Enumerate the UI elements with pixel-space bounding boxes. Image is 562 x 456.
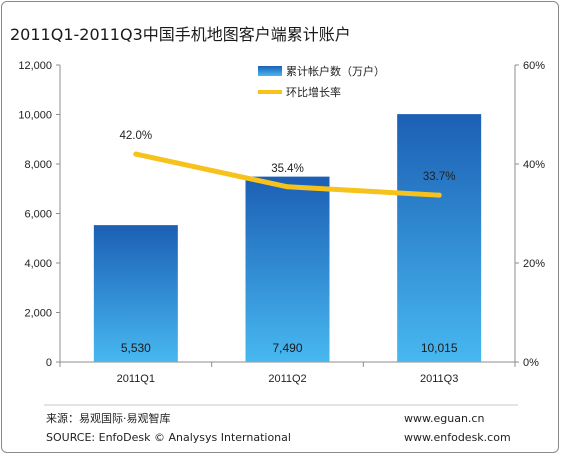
footer-source-cn: 来源：易观国际·易观智库 xyxy=(46,411,171,425)
bar-value-label: 5,530 xyxy=(121,341,151,355)
bar xyxy=(397,114,482,362)
y-right-tick-label: 60% xyxy=(523,60,545,72)
axes: 0 2,000 4,000 6,000 8,000 10,000 12,000 0% 20% 40… xyxy=(18,60,545,385)
bar-labels-layer: 5,530 7,490 10,015 xyxy=(121,341,458,355)
footer-url-enfodesk: www.enfodesk.com xyxy=(404,431,511,444)
x-tick-label: 2011Q1 xyxy=(117,373,155,385)
x-tick-label: 2011Q2 xyxy=(268,373,306,385)
line-labels-layer: 42.0% 35.4% 33.7% xyxy=(120,130,456,183)
chart-title: 2011Q1-2011Q3中国手机地图客户端累计账户 xyxy=(10,25,351,44)
legend: 累计帐户数（万户） 环比增长率 xyxy=(258,64,385,99)
footer-source-en: SOURCE: EnfoDesk © Analysys Internationa… xyxy=(46,431,291,444)
line-point xyxy=(285,184,290,190)
y-left-tick-label: 0 xyxy=(46,357,52,369)
x-tick-label: 2011Q3 xyxy=(420,373,458,385)
bar-value-label: 10,015 xyxy=(421,341,458,355)
line-point xyxy=(436,192,442,198)
y-right-tick-label: 20% xyxy=(523,258,545,270)
bars-layer xyxy=(93,114,482,362)
y-right-tick-label: 40% xyxy=(523,159,545,171)
legend-bar-label: 累计帐户数（万户） xyxy=(286,64,385,78)
y-left-tick-label: 10,000 xyxy=(18,110,52,122)
y-left-tick-label: 4,000 xyxy=(24,258,52,270)
y-left-tick-label: 8,000 xyxy=(24,159,52,171)
y-right-tick-label: 0% xyxy=(523,357,539,369)
y-left-tick-label: 12,000 xyxy=(18,60,52,72)
bar-value-label: 7,490 xyxy=(272,341,302,355)
y-left-tick-label: 2,000 xyxy=(24,308,52,320)
legend-bar-swatch xyxy=(258,66,282,76)
line-layer xyxy=(133,151,442,198)
legend-line-label: 环比增长率 xyxy=(286,85,341,99)
footer-url-eguan: www.eguan.cn xyxy=(404,412,484,425)
line-point xyxy=(133,151,139,157)
bar xyxy=(93,225,178,362)
y-left-tick-label: 6,000 xyxy=(24,209,52,221)
bar xyxy=(245,176,330,362)
line-value-label: 33.7% xyxy=(423,171,456,183)
line-value-label: 35.4% xyxy=(271,163,304,175)
line-value-label: 42.0% xyxy=(120,130,153,142)
